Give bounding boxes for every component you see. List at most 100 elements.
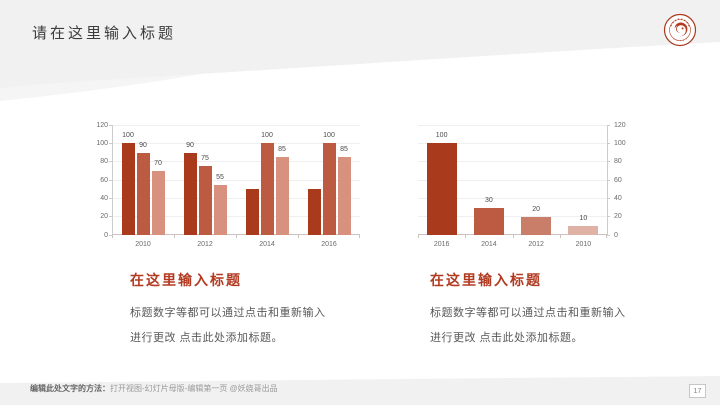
category-label: 2012 [197,241,213,248]
bar-value-label: 70 [154,159,162,167]
bar [151,170,165,235]
x-tick-mark [112,235,113,238]
category-axis-line [112,234,360,235]
bar [136,152,150,235]
x-tick-mark [606,235,607,238]
y-tick-mark [109,124,112,126]
bar-value-label: 75 [201,155,209,163]
y-tick-mark [109,234,112,236]
x-tick-mark [512,235,514,238]
y-tick-mark [607,124,610,126]
value-axis-line [112,125,113,235]
right-section-body-line2: 进行更改 点击此处添加标题。 [430,332,584,344]
bar-value-label: 55 [216,173,224,181]
bar [322,143,336,235]
y-tick-mark [109,142,112,144]
gridline [112,142,360,144]
y-tick-mark [109,216,112,218]
x-tick-mark [418,235,419,238]
page-number: 17 [689,384,706,398]
bar [568,225,599,235]
bar [213,184,227,235]
category-label: 2012 [528,241,544,248]
y-tick-label: 120 [96,121,108,129]
bar-value-label: 20 [532,205,541,213]
y-tick-mark [607,179,610,181]
x-tick-mark [174,235,175,238]
x-tick-mark [559,235,561,238]
gridline [112,216,360,218]
bar-value-label: 90 [139,141,147,149]
category-label: 2016 [433,241,450,248]
gridline [112,179,360,181]
left-section-heading[interactable]: 在这里输入标题 [130,272,242,288]
y-tick-label: 60 [614,176,622,184]
x-tick-mark [236,235,237,238]
gridline [418,216,607,218]
top-wave-decoration [0,0,720,101]
bar [121,143,135,235]
x-tick-mark [298,235,299,238]
category-label: 2010 [135,241,151,248]
right-section-body[interactable]: 标题数字等都可以通过点击和重新输入 进行更改 点击此处添加标题。 [430,301,695,351]
gridline [418,161,607,163]
slide-title[interactable]: 请在这里输入标题 [32,25,177,42]
bar-value-label: 30 [484,196,493,204]
school-logo-icon [663,13,697,47]
x-tick-mark [465,235,467,238]
y-tick-mark [607,234,610,236]
right-text-section: 在这里输入标题 标题数字等都可以通过点击和重新输入 进行更改 点击此处添加标题。 [430,270,695,351]
left-bar-chart[interactable]: 0 20 40 60 80 100 120 100 90 70 2010 90 75 55 2012 100 8… [96,122,360,248]
gridline [112,124,360,126]
y-tick-mark [607,216,610,218]
gridline [112,197,360,199]
bar [426,143,457,235]
category-axis-line [418,234,607,235]
right-section-heading[interactable]: 在这里输入标题 [430,272,542,288]
bar-value-label: 10 [579,214,588,222]
y-tick-label: 0 [614,231,618,239]
bar [260,143,274,235]
left-section-body-line2: 进行更改 点击此处添加标题。 [130,332,284,344]
y-tick-mark [607,161,610,163]
y-tick-label: 100 [614,139,626,147]
y-tick-label: 80 [100,158,108,166]
bar [473,207,504,235]
y-tick-mark [109,179,112,181]
y-tick-label: 40 [614,194,622,202]
right-section-body-line1: 标题数字等都可以通过点击和重新输入 [430,307,626,319]
value-axis-line [607,125,608,235]
left-section-body-line1: 标题数字等都可以通过点击和重新输入 [130,307,326,319]
bar-value-label: 100 [261,132,273,140]
footer-note-text: 打开视图-幻灯片母版-编辑第一页 @妖娆哥出品 [110,384,278,393]
category-label: 2014 [481,241,497,248]
bar [307,189,321,235]
y-tick-label: 120 [614,121,626,129]
bar-value-label: 90 [186,141,194,149]
gridline [418,197,607,199]
y-tick-mark [109,197,112,199]
bar-value-label: 85 [340,146,348,154]
bar-value-label: 100 [323,132,335,140]
category-label: 2016 [321,241,337,248]
footer-note-label: 编辑此处文字的方法： [30,384,110,393]
right-bar-chart[interactable]: 0 20 40 60 80 100 120 100 2016 30 2014 20 2012 10 2010 [418,122,626,248]
y-tick-label: 40 [100,194,108,202]
left-section-body[interactable]: 标题数字等都可以通过点击和重新输入 进行更改 点击此处添加标题。 [130,301,395,351]
bar-value-label: 85 [278,146,286,154]
y-tick-label: 60 [100,176,108,184]
y-tick-mark [109,161,112,163]
x-tick-mark [359,235,360,238]
gridline [418,142,607,144]
category-label: 2014 [259,241,275,248]
y-tick-label: 20 [100,213,108,221]
y-tick-label: 20 [614,213,622,221]
bar-value-label: 100 [435,132,448,140]
y-tick-mark [607,197,610,199]
bar [521,216,552,235]
gridline [112,161,360,163]
left-text-section: 在这里输入标题 标题数字等都可以通过点击和重新输入 进行更改 点击此处添加标题。 [130,270,395,351]
bar [337,157,351,235]
bar [275,157,289,235]
